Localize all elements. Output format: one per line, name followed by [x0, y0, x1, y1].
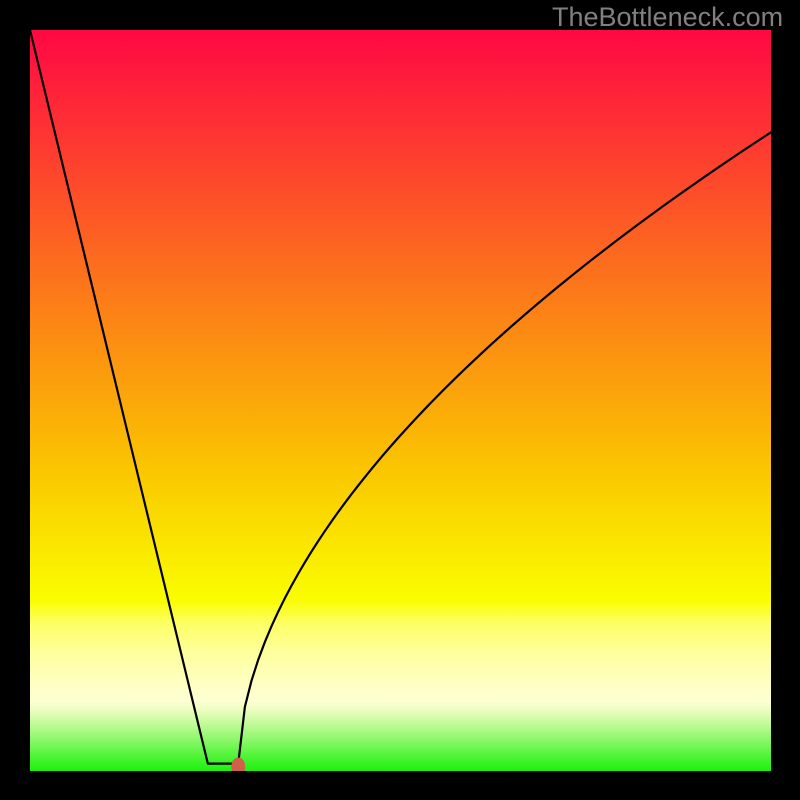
- plot-area: [30, 30, 771, 771]
- figure-root: TheBottleneck.com: [0, 0, 800, 800]
- plot-svg: [30, 30, 771, 771]
- watermark-text: TheBottleneck.com: [552, 2, 783, 33]
- gradient-background: [30, 30, 771, 771]
